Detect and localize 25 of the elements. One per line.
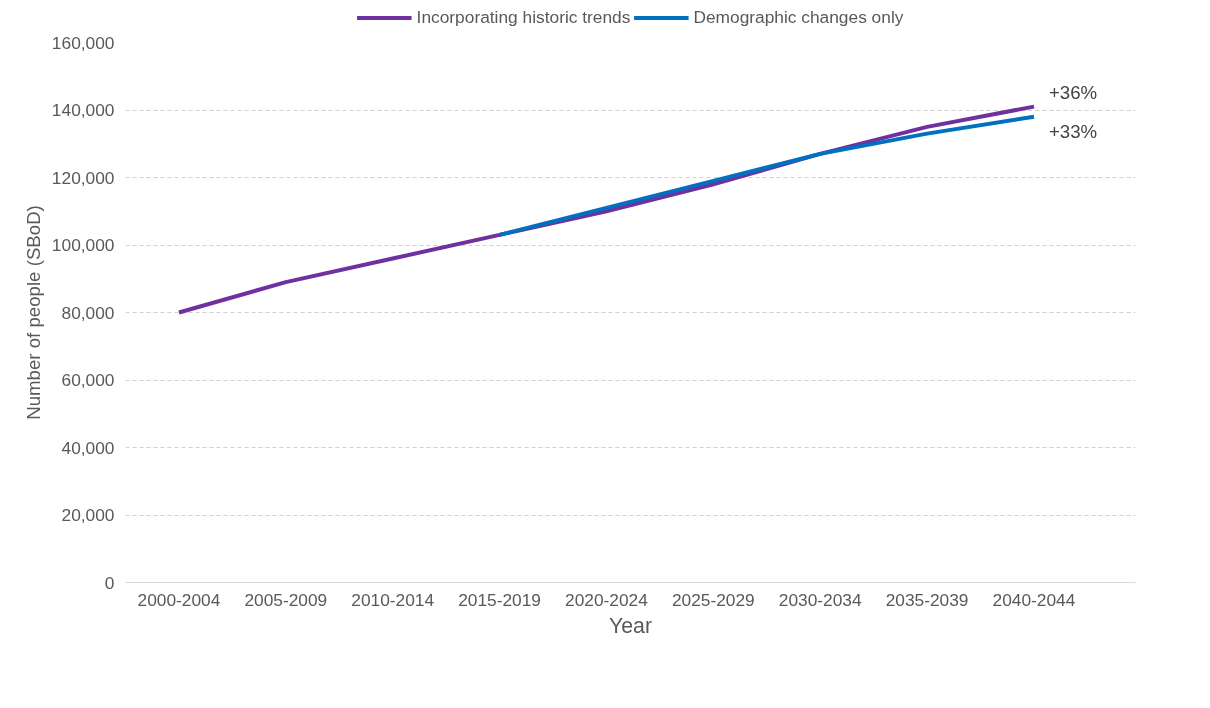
x-tick-label: 2025-2029 [671,589,755,610]
annotation: +33% [1048,120,1098,142]
y-tick-label: 100,000 [51,235,115,255]
x-tick-label: 2010-2014 [351,589,435,610]
x-tick-label: 2020-2024 [565,589,649,610]
x-tick-label: 2030-2034 [778,589,863,610]
x-tick-label: 2005-2009 [244,589,328,610]
y-tick-label: 120,000 [51,167,115,188]
annotation: +36% [1048,81,1098,103]
line-series [497,114,1036,237]
y-axis-title: Number of people (SBoD) [22,205,44,420]
y-tick-label: 140,000 [51,100,115,120]
x-tick-label: 2000-2004 [137,589,221,610]
x-tick-label: 2040-2044 [992,589,1076,610]
y-tick-label: 60,000 [61,370,115,390]
y-tick-label: 160,000 [51,32,115,53]
y-tick-label: 40,000 [61,437,115,458]
x-axis-title: Year [608,613,653,638]
y-tick-label: 80,000 [61,302,115,323]
x-tick-label: 2015-2019 [458,589,542,610]
legend-label: Incorporating historic trends [416,6,631,28]
x-tick-label: 2035-2039 [885,589,969,610]
legend-label: Demographic changes only [693,6,904,28]
y-tick-label: 0 [104,572,115,593]
y-tick-label: 20,000 [61,505,115,525]
